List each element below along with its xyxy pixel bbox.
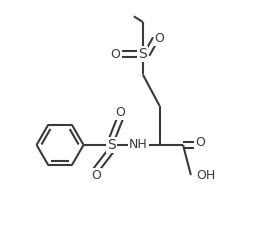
Text: O: O [110,48,120,61]
Text: NH: NH [129,138,148,151]
Text: O: O [91,169,101,182]
Text: S: S [138,47,147,61]
Text: O: O [155,32,164,45]
Text: O: O [195,136,205,149]
Text: O: O [116,106,125,119]
Text: OH: OH [197,169,216,182]
Text: S: S [107,138,116,152]
